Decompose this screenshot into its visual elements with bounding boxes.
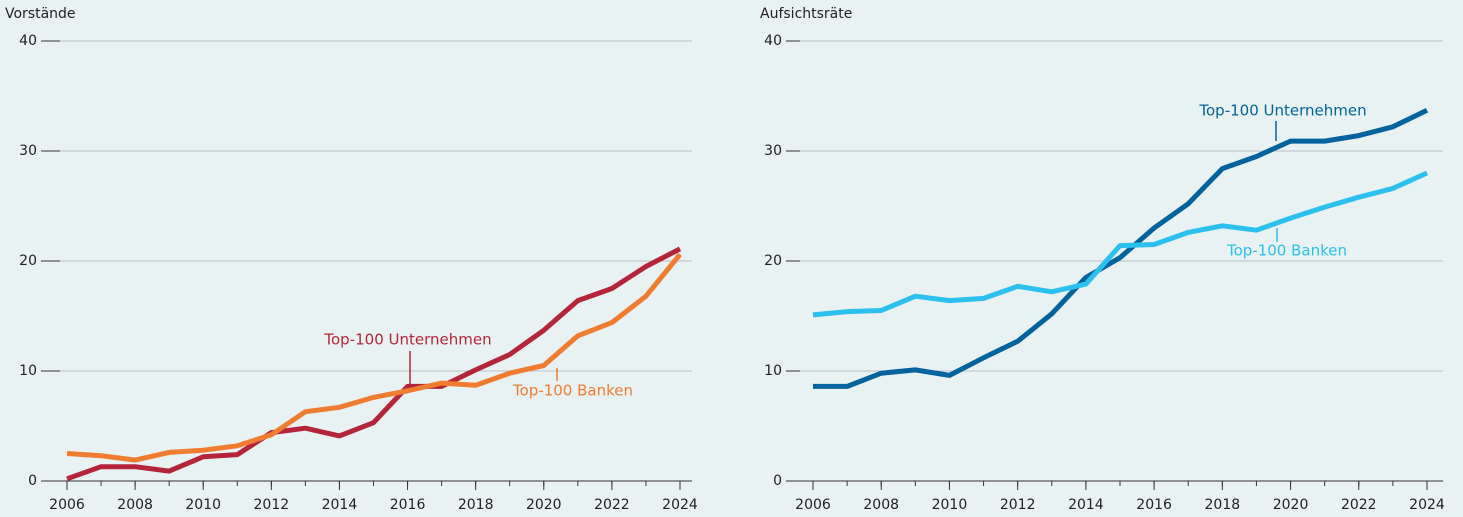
- series-line: [66, 246, 682, 482]
- y-tick-label: 10: [19, 363, 37, 379]
- x-tick-label: 2006: [49, 497, 85, 513]
- x-tick-label: 2018: [1205, 497, 1241, 513]
- series-line: [813, 108, 1429, 389]
- y-tick-label: 10: [764, 363, 782, 379]
- y-tick-label: 30: [764, 143, 782, 159]
- series-label: Top-100 Unternehmen: [1198, 102, 1366, 120]
- chart-title: Aufsichtsräte: [760, 6, 852, 22]
- x-tick-label: 2024: [662, 497, 698, 513]
- x-tick-label: 2020: [526, 497, 562, 513]
- x-tick-label: 2010: [185, 497, 221, 513]
- x-tick-label: 2014: [1068, 497, 1104, 513]
- x-tick-label: 2006: [795, 497, 831, 513]
- x-tick-label: 2010: [932, 497, 968, 513]
- x-tick-label: 2012: [254, 497, 290, 513]
- y-tick-label: 0: [28, 473, 37, 489]
- x-tick-label: 2024: [1409, 497, 1445, 513]
- y-tick-label: 20: [764, 253, 782, 269]
- series-label: Top-100 Banken: [1226, 242, 1347, 260]
- x-tick-label: 2008: [863, 497, 899, 513]
- x-tick-label: 2014: [322, 497, 358, 513]
- y-tick-label: 40: [764, 33, 782, 49]
- x-tick-label: 2022: [594, 497, 630, 513]
- x-tick-label: 2020: [1273, 497, 1309, 513]
- y-tick-label: 20: [19, 253, 37, 269]
- series-line: [66, 252, 682, 463]
- series-label: Top-100 Unternehmen: [323, 331, 491, 349]
- series-label: Top-100 Banken: [512, 382, 633, 400]
- x-tick-label: 2008: [117, 497, 153, 513]
- y-tick-label: 40: [19, 33, 37, 49]
- x-tick-label: 2022: [1341, 497, 1377, 513]
- x-tick-label: 2016: [1136, 497, 1172, 513]
- x-tick-label: 2016: [390, 497, 426, 513]
- chart-title: Vorstände: [5, 6, 76, 22]
- y-tick-label: 0: [773, 473, 782, 489]
- x-tick-label: 2018: [458, 497, 494, 513]
- y-tick-label: 30: [19, 143, 37, 159]
- x-tick-label: 2012: [1000, 497, 1036, 513]
- series-line: [812, 170, 1429, 318]
